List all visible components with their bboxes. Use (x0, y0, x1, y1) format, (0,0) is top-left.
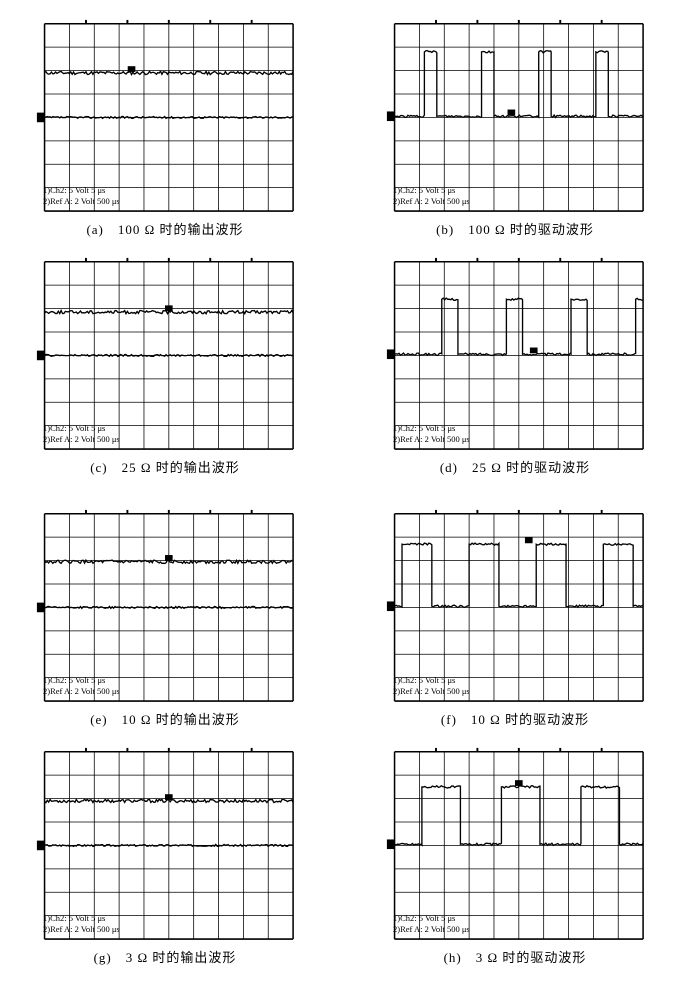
legend-line-1: 1)Ch2: 5 Volt 5 μs (43, 423, 120, 434)
panel-caption: (b) 100 Ω 时的驱动波形 (436, 219, 594, 238)
scope-legend: 1)Ch2: 5 Volt 5 μs2)Ref A: 2 Volt 500 μs (393, 185, 470, 207)
oscilloscope-plot: 1)Ch2: 5 Volt 5 μs2)Ref A: 2 Volt 500 μs (385, 18, 645, 213)
legend-line-2: 2)Ref A: 2 Volt 500 μs (43, 196, 120, 207)
scope-panel-b: 1)Ch2: 5 Volt 5 μs2)Ref A: 2 Volt 500 μs… (370, 18, 660, 248)
legend-line-1: 1)Ch2: 5 Volt 5 μs (43, 913, 120, 924)
oscilloscope-plot: 1)Ch2: 5 Volt 5 μs2)Ref A: 2 Volt 500 μs (35, 508, 295, 703)
legend-line-1: 1)Ch2: 5 Volt 5 μs (43, 675, 120, 686)
oscilloscope-plot: 1)Ch2: 5 Volt 5 μs2)Ref A: 2 Volt 500 μs (385, 746, 645, 941)
scope-panel-c: 1)Ch2: 5 Volt 5 μs2)Ref A: 2 Volt 500 μs… (20, 256, 310, 486)
panel-caption: (g) 3 Ω 时的输出波形 (94, 947, 237, 966)
panel-caption: (h) 3 Ω 时的驱动波形 (444, 947, 587, 966)
scope-legend: 1)Ch2: 5 Volt 5 μs2)Ref A: 2 Volt 500 μs (43, 185, 120, 207)
legend-line-2: 2)Ref A: 2 Volt 500 μs (43, 434, 120, 445)
oscilloscope-plot: 1)Ch2: 5 Volt 5 μs2)Ref A: 2 Volt 500 μs (35, 256, 295, 451)
oscilloscope-plot: 1)Ch2: 5 Volt 5 μs2)Ref A: 2 Volt 500 μs (35, 18, 295, 213)
scope-legend: 1)Ch2: 5 Volt 5 μs2)Ref A: 2 Volt 500 μs (393, 675, 470, 697)
scope-panel-a: 1)Ch2: 5 Volt 5 μs2)Ref A: 2 Volt 500 μs… (20, 18, 310, 248)
oscilloscope-plot: 1)Ch2: 5 Volt 5 μs2)Ref A: 2 Volt 500 μs (35, 746, 295, 941)
scope-panel-f: 1)Ch2: 5 Volt 5 μs2)Ref A: 2 Volt 500 μs… (370, 508, 660, 738)
scope-legend: 1)Ch2: 5 Volt 5 μs2)Ref A: 2 Volt 500 μs (43, 675, 120, 697)
scope-panel-e: 1)Ch2: 5 Volt 5 μs2)Ref A: 2 Volt 500 μs… (20, 508, 310, 738)
legend-line-1: 1)Ch2: 5 Volt 5 μs (393, 675, 470, 686)
legend-line-2: 2)Ref A: 2 Volt 500 μs (393, 686, 470, 697)
panel-caption: (f) 10 Ω 时的驱动波形 (441, 709, 589, 728)
scope-legend: 1)Ch2: 5 Volt 5 μs2)Ref A: 2 Volt 500 μs (43, 423, 120, 445)
legend-line-1: 1)Ch2: 5 Volt 5 μs (393, 913, 470, 924)
panel-caption: (c) 25 Ω 时的输出波形 (90, 457, 240, 476)
legend-line-2: 2)Ref A: 2 Volt 500 μs (393, 196, 470, 207)
scope-panel-h: 1)Ch2: 5 Volt 5 μs2)Ref A: 2 Volt 500 μs… (370, 746, 660, 976)
legend-line-2: 2)Ref A: 2 Volt 500 μs (393, 434, 470, 445)
legend-line-2: 2)Ref A: 2 Volt 500 μs (43, 686, 120, 697)
oscilloscope-plot: 1)Ch2: 5 Volt 5 μs2)Ref A: 2 Volt 500 μs (385, 508, 645, 703)
legend-line-1: 1)Ch2: 5 Volt 5 μs (43, 185, 120, 196)
panel-caption: (d) 25 Ω 时的驱动波形 (440, 457, 590, 476)
scope-panel-g: 1)Ch2: 5 Volt 5 μs2)Ref A: 2 Volt 500 μs… (20, 746, 310, 976)
scope-legend: 1)Ch2: 5 Volt 5 μs2)Ref A: 2 Volt 500 μs (393, 913, 470, 935)
legend-line-1: 1)Ch2: 5 Volt 5 μs (393, 423, 470, 434)
scope-legend: 1)Ch2: 5 Volt 5 μs2)Ref A: 2 Volt 500 μs (393, 423, 470, 445)
scope-panel-d: 1)Ch2: 5 Volt 5 μs2)Ref A: 2 Volt 500 μs… (370, 256, 660, 486)
legend-line-1: 1)Ch2: 5 Volt 5 μs (393, 185, 470, 196)
legend-line-2: 2)Ref A: 2 Volt 500 μs (393, 924, 470, 935)
legend-line-2: 2)Ref A: 2 Volt 500 μs (43, 924, 120, 935)
oscilloscope-plot: 1)Ch2: 5 Volt 5 μs2)Ref A: 2 Volt 500 μs (385, 256, 645, 451)
panel-caption: (e) 10 Ω 时的输出波形 (90, 709, 240, 728)
scope-legend: 1)Ch2: 5 Volt 5 μs2)Ref A: 2 Volt 500 μs (43, 913, 120, 935)
panel-caption: (a) 100 Ω 时的输出波形 (86, 219, 243, 238)
